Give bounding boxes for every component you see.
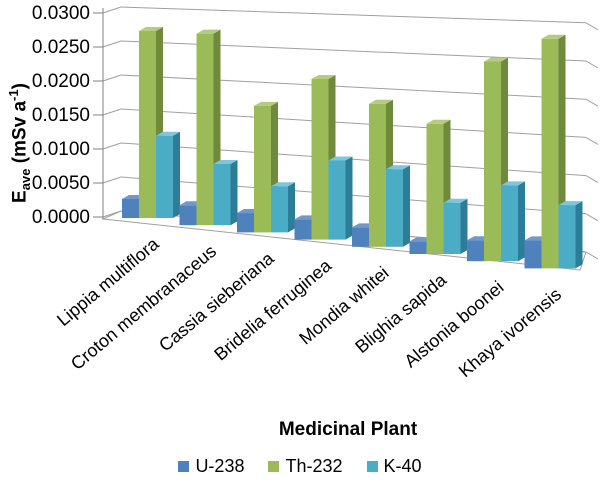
gridline-side-wall bbox=[585, 22, 599, 31]
bar-top-K-40 bbox=[271, 182, 295, 187]
legend-item-th232: Th-232 bbox=[268, 456, 343, 477]
gridline bbox=[120, 142, 587, 177]
bar-top-Th-232 bbox=[369, 99, 393, 104]
y-tick-label: 0.0200 bbox=[32, 71, 90, 92]
y-axis-title-symbol: E bbox=[9, 190, 31, 203]
bar-Th-232 bbox=[484, 61, 501, 262]
y-tick-label: 0.0300 bbox=[32, 3, 90, 24]
y-tick-label: 0.0000 bbox=[32, 207, 90, 228]
gridline bbox=[120, 40, 587, 62]
gridline-side-wall bbox=[585, 98, 599, 107]
bar-Th-232 bbox=[369, 103, 386, 247]
bar-U-238 bbox=[352, 227, 369, 247]
gridline-wall-edge bbox=[102, 6, 122, 14]
gridline-side-wall bbox=[585, 136, 599, 145]
legend: U-238 Th-232 K-40 bbox=[0, 456, 600, 477]
bar-top-K-40 bbox=[386, 165, 410, 170]
bar-side-K-40 bbox=[518, 181, 525, 262]
gridline-wall-edge bbox=[102, 210, 122, 218]
bar-Th-232 bbox=[311, 78, 329, 240]
bar-side-K-40 bbox=[288, 182, 295, 233]
legend-label-th232: Th-232 bbox=[285, 456, 343, 476]
gridline-side-wall bbox=[585, 213, 599, 222]
bar-K-40 bbox=[271, 186, 288, 233]
y-axis-title-unit-close: ) bbox=[9, 83, 31, 90]
gridline-wall-edge bbox=[102, 108, 122, 116]
bar-side-K-40 bbox=[173, 131, 180, 218]
bar-top-K-40 bbox=[328, 156, 353, 161]
bar-top-Th-232 bbox=[254, 101, 278, 106]
bar-K-40 bbox=[501, 185, 518, 262]
bar-Th-232 bbox=[541, 38, 559, 269]
bar-top-K-40 bbox=[443, 198, 468, 203]
bar-K-40 bbox=[213, 163, 231, 226]
bar-top-Th-232 bbox=[311, 74, 336, 79]
y-axis-title: Eave (mSv a-1) bbox=[2, 1, 33, 285]
gridline bbox=[120, 74, 587, 100]
bar-side-K-40 bbox=[230, 159, 238, 226]
bar-side-K-40 bbox=[403, 165, 410, 247]
category-label: Bridelia ferruginea bbox=[210, 255, 336, 365]
gridline-wall-edge bbox=[102, 142, 122, 150]
bar-K-40 bbox=[386, 169, 403, 247]
y-tick-label: 0.0150 bbox=[32, 105, 90, 126]
bar-U-238 bbox=[524, 240, 542, 269]
bar-K-40 bbox=[328, 160, 346, 240]
bar-U-238 bbox=[179, 205, 197, 226]
bar-side-K-40 bbox=[460, 198, 468, 254]
legend-swatch-th232 bbox=[268, 461, 280, 472]
bar-side-K-40 bbox=[575, 201, 583, 269]
bar-top-Th-232 bbox=[484, 57, 508, 62]
bar-U-238 bbox=[409, 241, 427, 254]
legend-label-u238: U-238 bbox=[195, 456, 245, 476]
y-axis-title-superscript: -1 bbox=[6, 89, 21, 101]
bar-top-K-40 bbox=[213, 159, 238, 164]
gridline-side-wall bbox=[585, 251, 599, 260]
bar-top-K-40 bbox=[156, 131, 180, 136]
y-axis-title-unit: (mSv a bbox=[9, 100, 31, 169]
gridline-side-wall bbox=[585, 60, 599, 69]
bar-Th-232 bbox=[426, 123, 444, 254]
bar-Th-232 bbox=[139, 31, 156, 218]
gridline-wall-edge bbox=[102, 74, 122, 82]
y-tick-label: 0.0100 bbox=[32, 139, 90, 160]
legend-item-u238: U-238 bbox=[178, 456, 244, 477]
legend-swatch-k40 bbox=[366, 461, 378, 472]
bar-Th-232 bbox=[196, 33, 214, 226]
bar-U-238 bbox=[122, 198, 139, 218]
bar-U-238 bbox=[294, 219, 312, 240]
bar-top-Th-232 bbox=[426, 119, 451, 124]
gridline-wall-edge bbox=[102, 40, 122, 48]
category-label: Cassia sieberiana bbox=[155, 248, 278, 356]
bar-top-Th-232 bbox=[139, 27, 163, 31]
bar-top-Th-232 bbox=[541, 34, 566, 39]
legend-item-k40: K-40 bbox=[366, 456, 422, 477]
gridline-wall-edge bbox=[102, 176, 122, 184]
legend-swatch-u238 bbox=[178, 461, 190, 472]
bar-top-Th-232 bbox=[196, 29, 221, 34]
gridline bbox=[120, 108, 587, 138]
x-axis-title: Medicinal Plant bbox=[278, 419, 418, 440]
bar-K-40 bbox=[443, 202, 461, 254]
legend-label-k40: K-40 bbox=[383, 456, 422, 476]
bar-top-K-40 bbox=[558, 201, 583, 206]
bar-top-K-40 bbox=[501, 181, 525, 186]
y-tick-label: 0.0050 bbox=[32, 173, 90, 194]
bar-K-40 bbox=[558, 205, 576, 269]
bar-K-40 bbox=[156, 135, 173, 218]
bar-Th-232 bbox=[254, 105, 271, 233]
gridline bbox=[120, 6, 587, 24]
bar-side-K-40 bbox=[345, 156, 353, 240]
y-tick-label: 0.0250 bbox=[32, 37, 90, 58]
gridline-side-wall bbox=[585, 175, 599, 184]
y-axis-title-subscript: ave bbox=[18, 168, 34, 191]
bar-U-238 bbox=[467, 240, 484, 262]
bar-U-238 bbox=[237, 213, 254, 233]
